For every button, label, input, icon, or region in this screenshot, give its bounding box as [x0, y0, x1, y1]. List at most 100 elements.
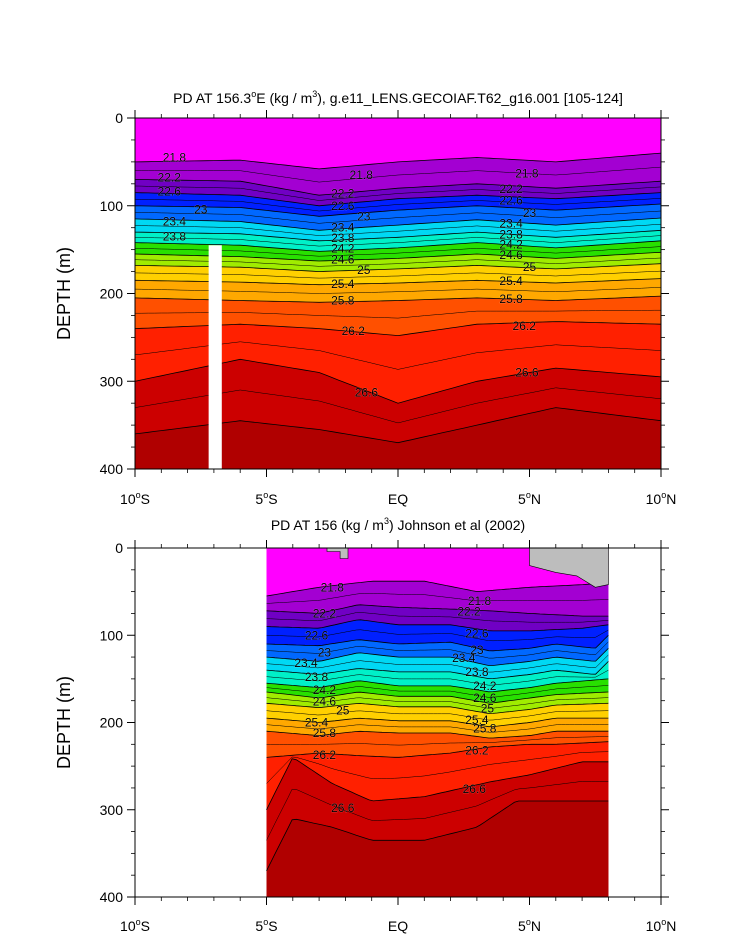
- minor-contour-line: [266, 724, 609, 733]
- contour-label: 24.6: [473, 691, 497, 705]
- contour-line: [135, 240, 661, 252]
- contour-label: 23.8: [499, 228, 523, 242]
- contour-line: [135, 229, 661, 242]
- contour-label: 24.2: [499, 237, 523, 251]
- contour-label: 22.6: [331, 199, 355, 213]
- plot-area: 21.822.222.62323.423.824.224.62525.425.8…: [266, 548, 609, 897]
- y-tick-label: 100: [100, 627, 124, 643]
- minor-contour-line: [266, 629, 609, 642]
- y-tick-label: 400: [100, 461, 124, 477]
- contour-label: 22.6: [158, 185, 182, 199]
- data-gap: [208, 245, 222, 469]
- contour-label: 23: [357, 209, 371, 223]
- minor-contour-line: [135, 341, 661, 370]
- contour-line: [266, 741, 609, 758]
- y-tick-label: 400: [100, 889, 124, 905]
- contour-label: 23.4: [452, 651, 476, 665]
- contour-line: [266, 691, 609, 704]
- contour-line: [135, 179, 661, 196]
- contour-line: [266, 702, 609, 714]
- x-tick-label: 5oN: [518, 490, 541, 507]
- contour-label: 25.8: [313, 726, 337, 740]
- y-tick-label: 200: [100, 286, 124, 302]
- minor-contour-line: [135, 257, 661, 267]
- contour-line: [266, 678, 609, 693]
- contour-label: 25.4: [465, 713, 489, 727]
- minor-contour-line: [135, 270, 661, 279]
- contour-label: 23.4: [331, 221, 355, 235]
- contour-label: 23: [523, 206, 537, 220]
- contour-label: 22.6: [465, 627, 489, 641]
- contour-label: 22.2: [499, 182, 523, 196]
- minor-contour-line: [266, 697, 609, 709]
- contour-label: 26.6: [515, 366, 539, 380]
- plot-area: 21.822.222.62323.423.821.822.222.62323.4…: [135, 118, 661, 469]
- minor-contour-line: [266, 781, 609, 841]
- contour-line: [266, 648, 609, 666]
- contour-label: 23: [318, 646, 332, 660]
- contour-line: [135, 192, 661, 207]
- minor-contour-line: [266, 685, 609, 698]
- contour-line: [266, 604, 609, 617]
- density-band-fill: [135, 407, 661, 469]
- minor-contour-line: [135, 198, 661, 212]
- contour-label: 25: [336, 703, 350, 717]
- contour-line: [135, 321, 661, 337]
- contour-label: 26.6: [463, 782, 487, 796]
- contour-label: 22.2: [313, 606, 337, 620]
- chart-title: PD AT 156 (kg / m3) Johnson et al (2002): [271, 516, 525, 533]
- contour-label: 21.8: [321, 580, 345, 594]
- minor-contour-line: [135, 166, 661, 183]
- contour-line: [266, 619, 609, 632]
- contour-label: 26.2: [465, 743, 489, 757]
- contour-label: 23.8: [305, 670, 329, 684]
- contour-label: 23.4: [294, 656, 318, 670]
- x-tick-label: 10oN: [646, 917, 677, 934]
- contour-line: [266, 730, 609, 739]
- contour-label: 24.6: [499, 248, 523, 262]
- panel-observations: 21.822.222.62323.423.824.224.62525.425.8…: [54, 516, 676, 934]
- x-tick-label: 5oS: [255, 917, 277, 934]
- contour-label: 26.2: [342, 324, 366, 338]
- density-band-fill: [266, 801, 609, 897]
- contour-label: 26.2: [513, 319, 537, 333]
- contour-label: 24.6: [313, 695, 337, 709]
- contour-line: [135, 295, 661, 303]
- y-tick-label: 0: [115, 110, 123, 126]
- contour-label: 23: [470, 643, 484, 657]
- minor-contour-line: [266, 641, 609, 659]
- minor-contour-line: [135, 287, 661, 294]
- x-tick-label: 10oS: [120, 917, 150, 934]
- minor-contour-line: [135, 235, 661, 247]
- gray-patch-left: [326, 548, 349, 559]
- contour-line: [266, 661, 609, 680]
- contour-line: [135, 217, 661, 231]
- x-tick-label: EQ: [388, 918, 408, 934]
- contour-label: 26.6: [331, 801, 355, 815]
- contour-line: [266, 717, 609, 728]
- y-tick-label: 0: [115, 540, 123, 556]
- contour-line: [266, 800, 609, 871]
- contour-line: [135, 251, 661, 262]
- y-tick-label: 200: [100, 715, 124, 731]
- contour-label: 25.4: [305, 716, 329, 730]
- gray-patch-right: [529, 548, 609, 588]
- contour-line: [135, 152, 661, 170]
- contour-label: 22.2: [158, 171, 182, 185]
- minor-contour-line: [135, 309, 661, 319]
- contour-label: 24.2: [331, 242, 355, 256]
- contour-label: 21.8: [468, 594, 492, 608]
- contour-label: 21.8: [163, 151, 187, 165]
- contour-label: 25.8: [473, 722, 497, 736]
- x-tick-label: 10oN: [646, 490, 677, 507]
- contour-label: 23.8: [465, 665, 489, 679]
- minor-contour-line: [135, 210, 661, 224]
- contour-label: 23.8: [163, 230, 187, 244]
- contour-line: [266, 758, 609, 810]
- contour-label: 22.6: [305, 628, 329, 642]
- minor-contour-line: [266, 654, 609, 673]
- contour-label: 24.6: [331, 252, 355, 266]
- contour-label: 25.8: [499, 292, 523, 306]
- minor-contour-line: [135, 387, 661, 424]
